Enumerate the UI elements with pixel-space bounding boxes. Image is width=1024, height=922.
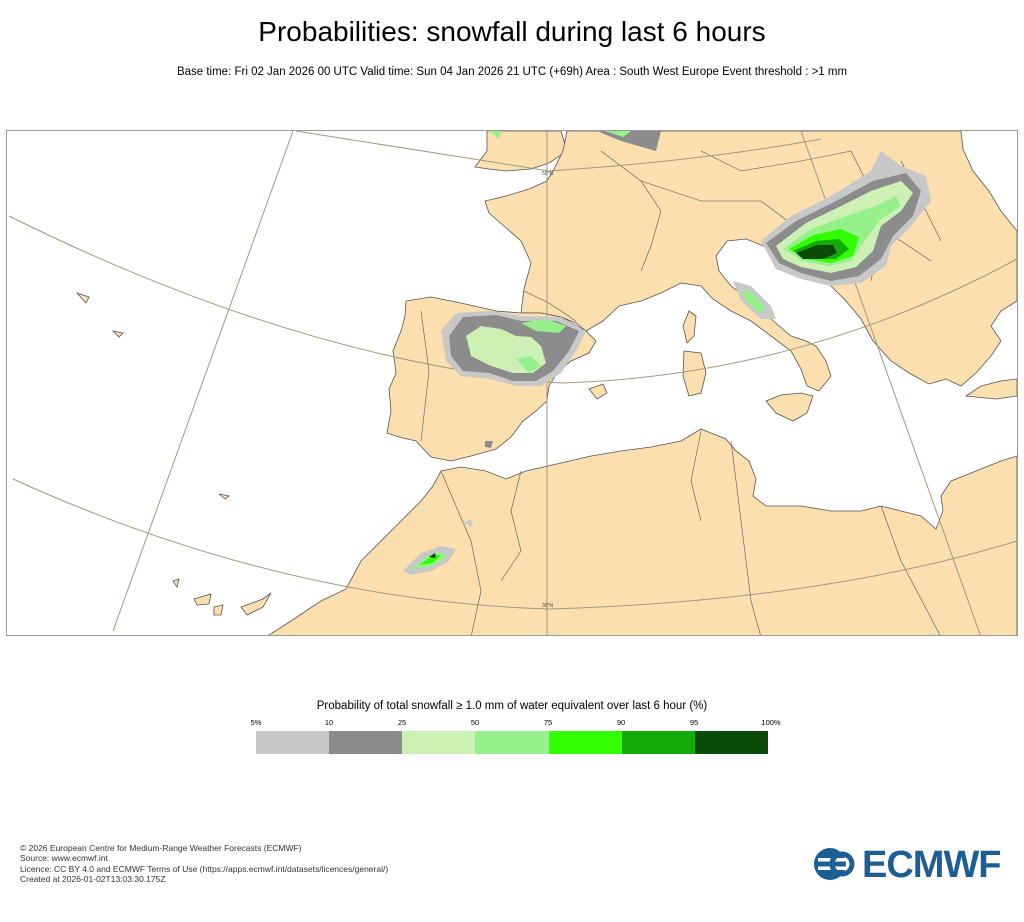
ecmwf-logo-mark xyxy=(814,848,855,880)
legend-swatch xyxy=(694,731,768,754)
land-corsica xyxy=(682,310,697,344)
ecmwf-logo: ECMWF xyxy=(812,844,1012,886)
legend-title: Probability of total snowfall ≥ 1.0 mm o… xyxy=(316,700,708,712)
legend-swatch xyxy=(402,731,476,754)
land-azores-2 xyxy=(111,330,124,338)
land-mallorca xyxy=(588,383,608,400)
legend-tick: 50 xyxy=(470,718,480,727)
snow-north-strip xyxy=(597,131,661,151)
chart-title: Probabilities: snowfall during last 6 ho… xyxy=(258,16,766,47)
legend-swatch xyxy=(548,731,622,754)
legend-tick: 75 xyxy=(543,718,553,727)
legend-tick: 5% xyxy=(250,718,262,727)
chart-subtitle: Base time: Fri 02 Jan 2026 00 UTC Valid … xyxy=(176,66,848,78)
land-sardinia xyxy=(682,350,707,397)
land-canary-1 xyxy=(172,578,180,588)
land-british-isles xyxy=(474,131,568,172)
land-anatolia xyxy=(964,378,1017,400)
snow-iberia-s xyxy=(516,356,541,373)
footer-created: Created at 2026-01-02T13:03:30.175Z xyxy=(20,874,166,885)
legend-swatch xyxy=(475,731,549,754)
land-azores-1 xyxy=(75,292,90,304)
graticule xyxy=(8,131,1017,635)
legend-swatch xyxy=(621,731,695,754)
snow-iberia-n xyxy=(521,319,566,333)
legend-colorbar xyxy=(256,731,768,754)
legend-ticks: 5% 10 25 50 75 90 95 100% xyxy=(240,718,785,730)
legend-swatch xyxy=(329,731,403,754)
legend-tick: 100% xyxy=(761,718,781,727)
snow-atlas-95 xyxy=(429,553,436,558)
land-canary-3 xyxy=(213,604,224,616)
snow-balkans-95 xyxy=(796,245,837,259)
land-madeira xyxy=(218,493,230,500)
country-borders xyxy=(420,150,942,635)
land-africa xyxy=(268,428,1017,635)
footer-copyright: © 2026 European Centre for Medium-Range … xyxy=(20,843,302,853)
map-panel: 50°N 30°N xyxy=(6,130,1018,636)
map-canvas: 50°N 30°N xyxy=(8,131,1017,635)
land-canary-4 xyxy=(240,592,272,616)
snow-atlas-2 xyxy=(463,519,473,527)
land-canary-2 xyxy=(193,593,212,606)
land-sicily xyxy=(765,392,814,422)
footer-licence: Licence: CC BY 4.0 and ECMWF Terms of Us… xyxy=(20,863,389,874)
legend-swatch xyxy=(256,731,330,754)
snow-apennines-core xyxy=(741,289,766,313)
probability-shading xyxy=(403,131,931,575)
legend-tick: 10 xyxy=(324,718,334,727)
legend-tick: 25 xyxy=(397,718,407,727)
ecmwf-logo-text: ECMWF xyxy=(862,844,1002,886)
snow-north-strip-g xyxy=(605,131,631,137)
footer-credits: © 2026 European Centre for Medium-Range … xyxy=(20,843,388,885)
graticule-label-30n: 30°N xyxy=(542,603,554,609)
footer-source: Source: www.ecmwf.int xyxy=(20,853,108,864)
snow-british xyxy=(489,131,501,139)
snow-iberia-sierra xyxy=(485,441,493,448)
graticule-label-50n: 50°N xyxy=(542,171,554,177)
legend-tick: 95 xyxy=(689,718,699,727)
legend-tick: 90 xyxy=(616,718,626,727)
